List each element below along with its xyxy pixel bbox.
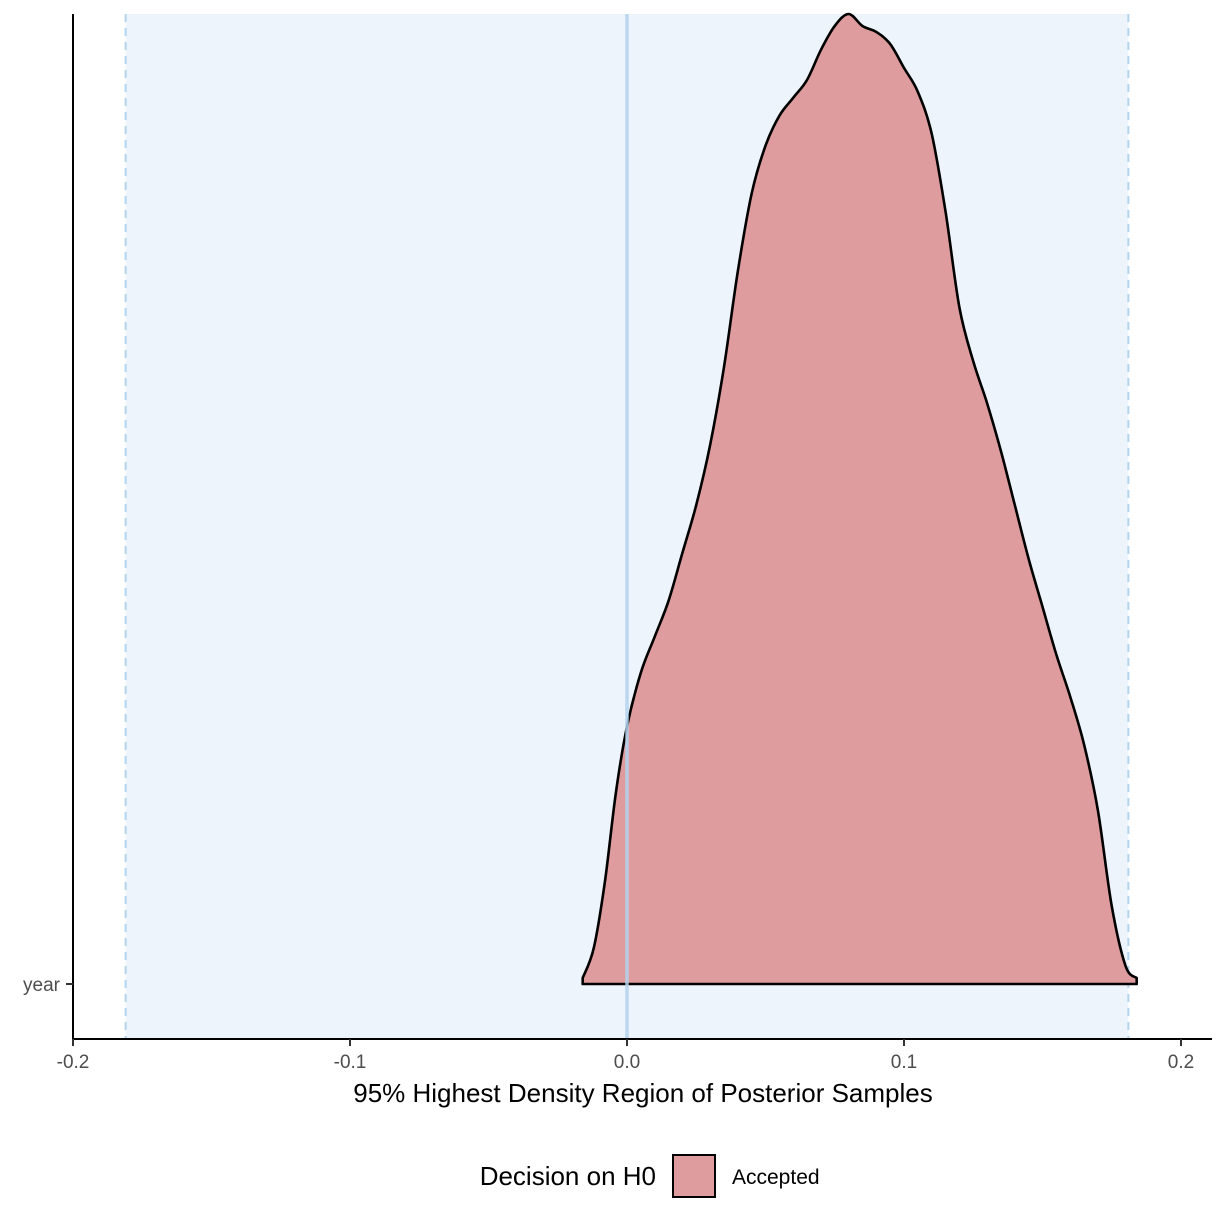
posterior-density-year (581, 12, 1138, 986)
legend-key-accepted (672, 1154, 716, 1198)
x-tick-label: 0.2 (1168, 1052, 1194, 1073)
x-axis-title: 95% Highest Density Region of Posterior … (353, 1078, 933, 1108)
legend: Decision on H0 Accepted (480, 1154, 820, 1198)
x-tick-label: 0.1 (891, 1052, 917, 1073)
x-axis-ticks: -0.2 -0.1 0.0 0.1 0.2 (57, 1039, 1194, 1073)
y-tick-label: year (23, 975, 61, 996)
x-tick-label: -0.1 (334, 1052, 367, 1073)
legend-label-accepted: Accepted (732, 1166, 820, 1189)
x-tick-label: -0.2 (57, 1052, 90, 1073)
x-tick-label: 0.0 (614, 1052, 640, 1073)
legend-title: Decision on H0 (480, 1161, 656, 1191)
y-axis-ticks: year (23, 975, 73, 996)
